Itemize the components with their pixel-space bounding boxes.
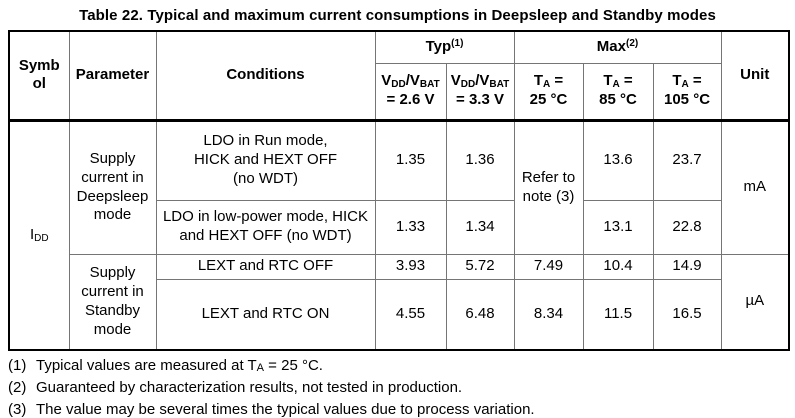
typ-footnote-ref: (1)	[451, 37, 464, 49]
ta-label: T	[603, 71, 613, 89]
ta-subscript: A	[681, 78, 689, 90]
vdd-subscript: DD	[391, 78, 406, 90]
ta-subscript: A	[256, 362, 265, 374]
voltage-value: = 3.3 V	[456, 91, 504, 109]
table-row: LEXT and RTC ON 4.55 6.48 8.34 11.5 16.5	[9, 278, 789, 351]
vbat-subscript: BAT	[419, 78, 440, 90]
value-cell-max105: 16.5	[652, 278, 722, 351]
condition-cell: LDO in low-power mode, HICK and HEXT OFF…	[155, 199, 376, 255]
value-cell-typ26: 1.35	[374, 118, 447, 201]
max-footnote-ref: (2)	[625, 37, 639, 49]
footnote-number: (2)	[8, 379, 27, 396]
footnote-text-post: = 25 °C.	[264, 357, 323, 374]
table-title: Table 22. Typical and maximum current co…	[79, 7, 716, 24]
value-cell-typ26: 1.33	[374, 199, 447, 255]
footnote-text-pre: Typical values are measured at T	[36, 357, 257, 374]
typ-label: Typ	[425, 37, 452, 55]
header-unit: Unit	[720, 30, 790, 121]
ta-label: T	[533, 71, 544, 89]
current-consumption-table: Symb ol Parameter Conditions Typ(1) Max(…	[8, 30, 791, 351]
condition-cell: LDO in Run mode, HICK and HEXT OFF (no W…	[155, 118, 376, 201]
equals-sign: =	[688, 71, 702, 89]
value-cell-max105: 23.7	[652, 118, 722, 201]
header-max: Max(2)	[513, 30, 722, 64]
footnote-text-pre: The value may be several times the typic…	[36, 401, 535, 418]
value-cell-max85: 13.1	[582, 199, 654, 255]
value-cell-max25: 8.34	[513, 278, 584, 351]
footnote-2: (2) Guaranteed by characterization resul…	[8, 378, 795, 400]
subheader-vdd-vbat-3v3: VDD/VBAT = 3.3 V	[445, 62, 515, 121]
parameter-deepsleep-cell: Supply current in Deepsleep mode	[68, 118, 157, 255]
header-parameter: Parameter	[68, 30, 157, 121]
ta-subscript: A	[543, 78, 551, 90]
footnote-number: (1)	[8, 357, 27, 374]
vbat-subscript: BAT	[489, 78, 510, 90]
header-symbol: Symb ol	[8, 30, 70, 121]
vdd-label: V	[381, 71, 392, 89]
voltage-value: = 2.6 V	[386, 91, 435, 109]
equals-sign: =	[550, 71, 564, 89]
condition-cell: LEXT and RTC OFF	[155, 253, 376, 280]
unit-cell-ua: µA	[720, 253, 790, 351]
value-cell-typ33: 6.48	[445, 278, 515, 351]
idd-base: I	[29, 225, 35, 243]
subheader-ta-105: TA = 105 °C	[652, 62, 722, 121]
temperature-value: 25 °C	[529, 91, 568, 109]
table-row: IDD Supply current in Deepsleep mode LDO…	[8, 118, 790, 351]
subheader-vdd-vbat-2v6: VDD/VBAT = 2.6 V	[374, 62, 447, 121]
condition-cell: LEXT and RTC ON	[155, 278, 376, 351]
footnote-3: (3) The value may be several times the t…	[8, 400, 795, 418]
footnote-1: (1) Typical values are measured at TA = …	[8, 356, 795, 378]
value-cell-max105: 22.8	[652, 199, 722, 255]
value-cell-max85: 11.5	[582, 278, 654, 351]
equals-sign: =	[619, 71, 633, 89]
footnote-text: Typical values are measured at TA = 25 °…	[36, 356, 795, 378]
parameter-standby-cell: Supply current in Standby mode	[68, 253, 157, 351]
vbat-label: /V	[405, 71, 420, 89]
symbol-idd-cell: IDD	[8, 118, 70, 351]
vdd-subscript: DD	[460, 78, 476, 90]
footnote-number: (3)	[8, 401, 27, 418]
footnote-text: Guaranteed by characterization results, …	[36, 378, 795, 400]
footnote-text: The value may be several times the typic…	[36, 400, 795, 418]
footnote-text-pre: Guaranteed by characterization results, …	[36, 379, 463, 396]
subheader-ta-25: TA = 25 °C	[513, 62, 584, 121]
value-cell-typ26: 3.93	[374, 253, 447, 280]
table-row: Supply current in Standby mode LEXT and …	[9, 253, 790, 351]
subheader-ta-85: TA = 85 °C	[582, 62, 654, 121]
value-cell-max25: 7.49	[513, 253, 584, 280]
temperature-value: 85 °C	[599, 91, 637, 109]
value-cell-max85: 13.6	[582, 118, 654, 201]
value-cell-typ33: 1.34	[445, 199, 515, 255]
value-cell-typ26: 4.55	[374, 278, 447, 351]
idd-subscript: DD	[34, 232, 49, 244]
max-label: Max	[596, 37, 626, 55]
footnotes: (1) Typical values are measured at TA = …	[8, 356, 795, 418]
ta-subscript: A	[612, 78, 620, 90]
temperature-value: 105 °C	[664, 91, 711, 109]
refer-note-cell: Refer to note (3)	[513, 118, 584, 255]
value-cell-max85: 10.4	[582, 253, 654, 280]
vbat-label: /V	[475, 71, 490, 89]
value-cell-max105: 14.9	[652, 253, 722, 280]
table-row: LDO in low-power mode, HICK and HEXT OFF…	[9, 199, 789, 255]
vdd-label: V	[450, 71, 461, 89]
header-typ: Typ(1)	[374, 30, 515, 64]
value-cell-typ33: 1.36	[445, 118, 515, 201]
header-conditions: Conditions	[155, 30, 376, 121]
ta-label: T	[672, 71, 682, 89]
value-cell-typ33: 5.72	[445, 253, 515, 280]
unit-cell-ma: mA	[720, 118, 790, 255]
